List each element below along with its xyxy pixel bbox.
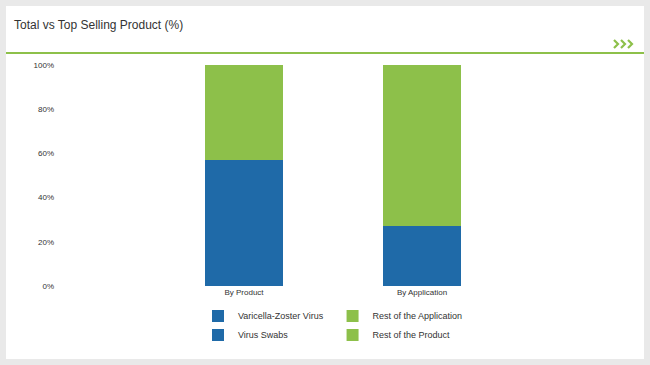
svg-text:By Product: By Product	[224, 288, 264, 297]
html-text:Total vs Top Selling Product (: Total vs Top Selling Product (%)	[14, 18, 184, 32]
svg-text:Virus Swabs: Virus Swabs	[238, 330, 288, 340]
svg-text:Rest of the Product: Rest of the Product	[373, 330, 451, 340]
svg-text:0%: 0%	[42, 282, 54, 291]
svg-text:60%: 60%	[38, 149, 54, 158]
svg-text:40%: 40%	[38, 193, 54, 202]
svg-text:100%: 100%	[34, 61, 54, 70]
svg-text:Rest of the Application: Rest of the Application	[373, 311, 463, 321]
svg-text:Varicella-Zoster Virus: Varicella-Zoster Virus	[238, 311, 324, 321]
svg-text:80%: 80%	[38, 105, 54, 114]
svg-text:20%: 20%	[38, 238, 54, 247]
svg-text:By Application: By Application	[397, 288, 447, 297]
